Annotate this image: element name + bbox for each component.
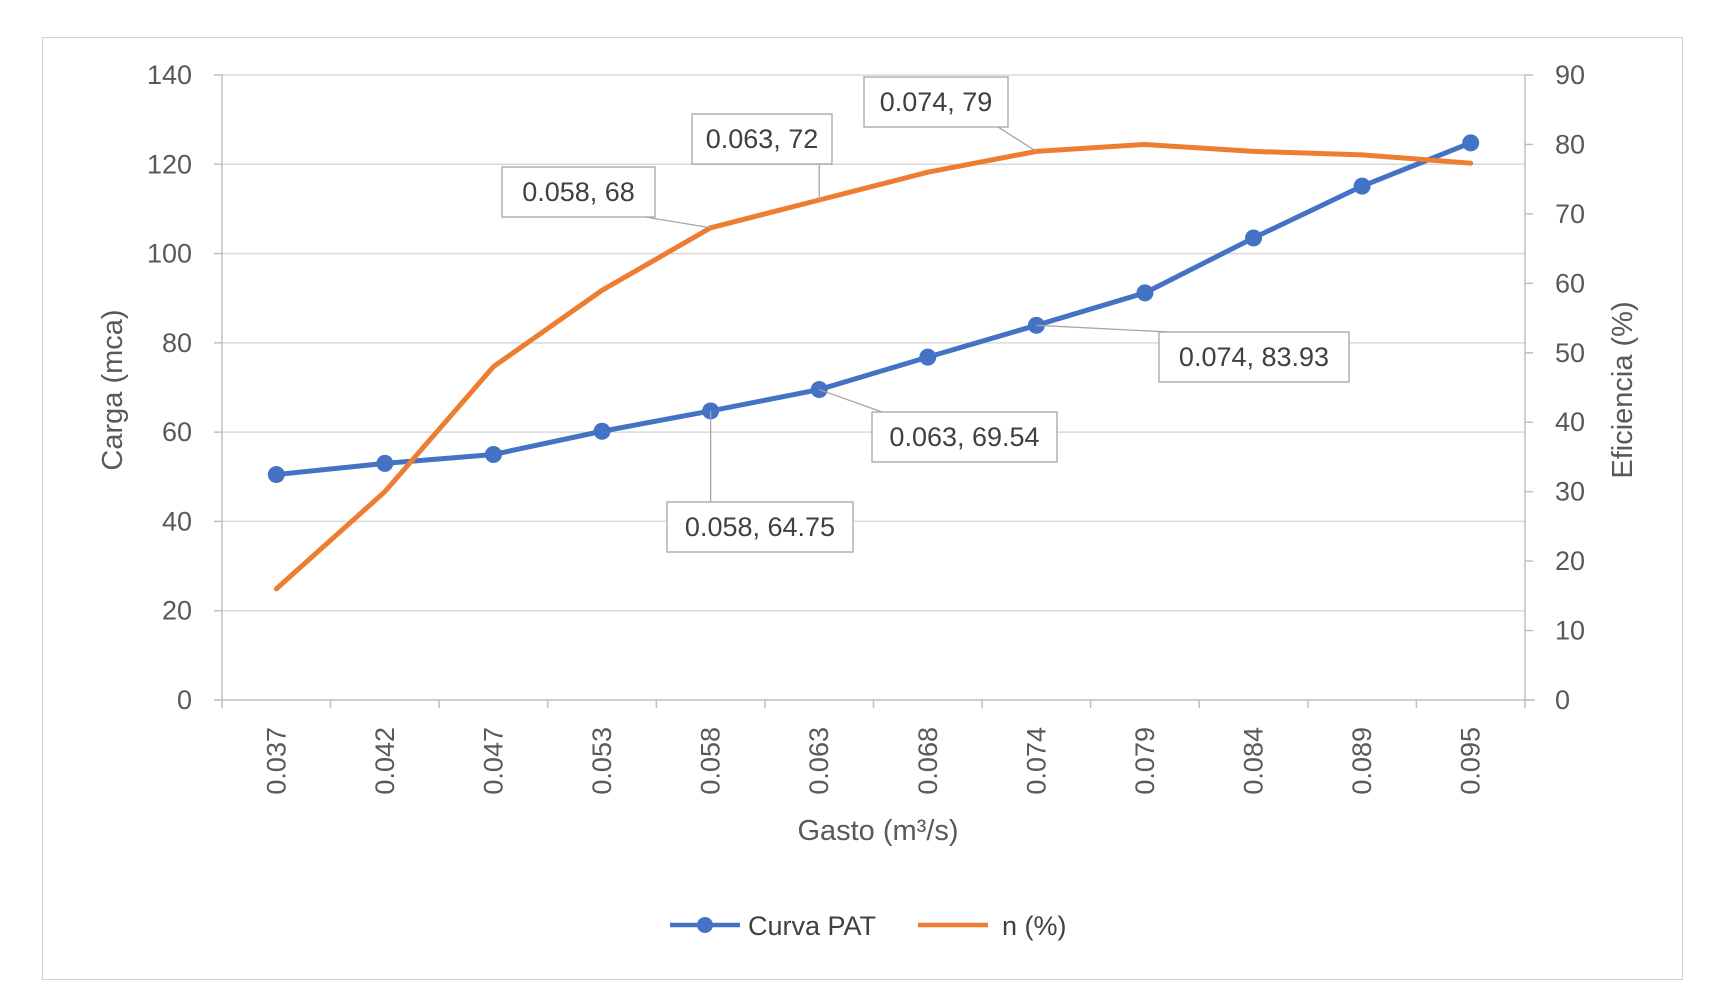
data-label: 0.058, 64.75 [685,512,835,542]
x-tick-label: 0.089 [1347,727,1377,795]
data-label: 0.058, 68 [522,177,635,207]
callout-leader [644,216,711,229]
callout-box [666,501,854,553]
gridlines [222,74,1525,612]
y-tick-label: 60 [162,417,192,447]
data-label: 0.074, 83.93 [1179,342,1329,372]
callout-leader [997,126,1037,152]
x-tick-label: 0.063 [804,727,834,795]
x-tick-label: 0.037 [261,727,291,795]
data-point-curva-pat [1353,177,1371,195]
data-point-curva-pat [1462,134,1480,152]
x-tick-label: 0.095 [1456,727,1486,795]
y-axis-title: Carga (mca) [97,309,129,470]
callout-box [691,113,833,165]
x-tick-label: 0.058 [696,727,726,795]
legend-marker-dot-curva-pat [697,917,713,933]
data-point-curva-pat [1245,229,1263,247]
x-tick-label: 0.068 [913,727,943,795]
y-tick-label: 0 [177,685,192,715]
x-axis-title: Gasto (m³/s) [797,815,958,847]
callout-box [1158,331,1350,383]
y-tick-label: 80 [162,328,192,358]
chart-frame [42,37,1683,980]
y2-tick-label: 50 [1555,338,1585,368]
data-point-curva-pat [593,422,611,440]
x-tick-label: 0.084 [1239,727,1269,795]
data-callouts: 0.058, 64.75 0.063, 69.54 0.074, 83.93 0.05… [501,76,1350,553]
x-tick-label: 0.047 [478,727,508,795]
y2-tick-label: 80 [1555,129,1585,159]
x-tick-label: 0.053 [587,727,617,795]
legend-label-curva-pat: Curva PAT [748,911,876,941]
data-point-curva-pat [1136,284,1154,302]
callout-box [871,411,1058,463]
y2-tick-label: 60 [1555,268,1585,298]
data-label: 0.074, 79 [880,87,993,117]
y-tick-label: 140 [147,60,192,90]
data-point-curva-pat [267,466,285,484]
callout-leader [1036,324,1170,333]
y-tick-label: 40 [162,506,192,536]
axes: 0 20 40 60 80 100 120 140 0 10 20 30 40 50 60 70 80 90 0.0… [147,60,1585,795]
series-line-curva-pat [273,140,1474,478]
y2-tick-label: 30 [1555,477,1585,507]
y2-tick-label: 0 [1555,685,1570,715]
y-tick-label: 100 [147,239,192,269]
data-label: 0.063, 72 [706,124,819,154]
data-point-curva-pat [919,348,937,366]
axis-labels: Gasto (m³/s) Carga (mca) Eficiencia (%) [97,301,1639,847]
callout-box [501,166,656,218]
y-tick-label: 120 [147,149,192,179]
data-label: 0.063, 69.54 [889,422,1039,452]
legend-label-eficiencia: n (%) [1002,911,1067,941]
y2-tick-label: 20 [1555,546,1585,576]
legend[interactable]: Curva PAT n (%) [670,911,1067,941]
y2-tick-label: 70 [1555,199,1585,229]
y2-tick-label: 10 [1555,616,1585,646]
data-point-curva-pat [376,454,394,472]
y2-tick-label: 40 [1555,407,1585,437]
callout-box [863,76,1009,128]
callout-leader [818,388,883,413]
x-tick-label: 0.074 [1021,727,1051,795]
data-point-curva-pat [484,445,502,463]
y-tick-label: 20 [162,596,192,626]
x-tick-label: 0.079 [1130,727,1160,795]
series-line-eficiencia [273,141,1474,592]
x-tick-label: 0.042 [370,727,400,795]
y2-tick-label: 90 [1555,60,1585,90]
y2-axis-title: Eficiencia (%) [1607,301,1639,478]
series [267,134,1480,592]
